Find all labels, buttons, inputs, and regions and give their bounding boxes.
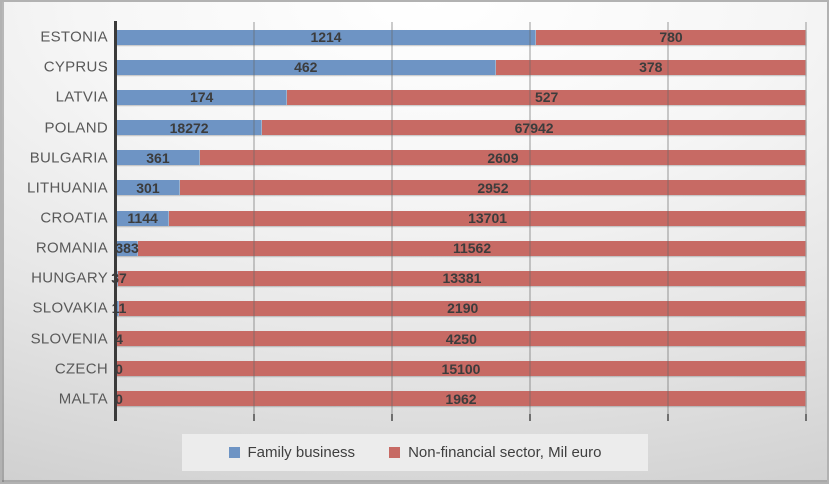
bar-value-label-non-financial: 2190 [447,300,479,317]
legend-item[interactable]: Family business [228,444,356,461]
legend-item[interactable]: Non-financial sector, Mil euro [389,444,601,461]
bar-value-label-family-business: 462 [294,59,318,76]
legend-label: Family business [247,444,356,461]
category-label: ESTONIA [40,28,108,46]
bar-value-label-family-business: 383 [115,240,139,257]
bar-value-label-non-financial: 11562 [452,240,492,257]
axis-tick-mark [253,414,255,421]
bar-segment-family-business[interactable] [116,240,139,256]
gridline [391,22,393,414]
bar-value-label-non-financial: 2952 [477,179,509,196]
bar-segment-non-financial[interactable] [169,210,806,226]
category-axis-line [114,21,117,421]
bar-segment-non-financial[interactable] [536,29,806,45]
bar-segment-non-financial[interactable] [199,150,806,166]
gridline [805,22,807,414]
bar-value-label-family-business: 361 [146,149,170,166]
gridline [253,22,255,414]
bar-value-label-non-financial: 2609 [487,149,519,166]
bar-value-label-family-business: 4 [115,330,123,347]
bar-segment-non-financial[interactable] [179,180,806,196]
category-label: SLOVENIA [30,330,108,348]
bar-value-label-family-business: 301 [136,179,160,196]
bar-segment-non-financial[interactable] [117,270,806,286]
bar-value-label-family-business: 0 [115,360,123,377]
bar-segment-family-business[interactable] [116,59,496,75]
bar-value-label-family-business: 174 [189,89,214,106]
category-label: LATVIA [55,88,108,106]
bar-value-label-non-financial: 1962 [445,390,477,407]
bar-value-label-non-financial: 15100 [441,360,481,377]
bar-segment-non-financial[interactable] [287,89,806,105]
bar-segment-family-business[interactable] [116,150,200,166]
bar-segment-family-business[interactable] [116,300,120,316]
bar-segment-family-business[interactable] [116,210,170,226]
axis-tick-mark [805,414,807,421]
category-label: SLOVAKIA [32,299,108,317]
gridline [529,22,531,414]
bar-value-label-family-business: 1214 [310,29,342,46]
legend-swatch-icon [228,447,240,458]
bar-segment-non-financial[interactable] [116,331,806,347]
bar-value-label-family-business: 0 [115,390,123,407]
bar-value-label-non-financial: 780 [659,29,683,46]
bar-value-label-non-financial: 4250 [445,330,477,347]
bar-segment-family-business[interactable] [116,89,288,105]
bar-segment-family-business[interactable] [116,180,180,196]
category-label: CZECH [54,360,108,378]
bar-segment-non-financial[interactable] [262,120,806,136]
category-label: MALTA [58,390,108,408]
bar-value-label-non-financial: 13381 [442,270,482,287]
gridline [667,22,669,414]
category-label: BULGARIA [29,149,108,167]
bar-segment-non-financial[interactable] [495,59,806,75]
bar-segment-family-business[interactable] [116,29,537,45]
bar-segment-family-business[interactable] [116,120,263,136]
bar-segment-non-financial[interactable] [138,240,806,256]
bar-value-label-family-business: 1144 [127,210,158,226]
category-label: CYPRUS [43,58,108,76]
legend-label: Non-financial sector, Mil euro [408,444,602,461]
legend-swatch-icon [389,447,401,458]
bar-segment-non-financial[interactable] [116,391,806,407]
bar-segment-non-financial[interactable] [116,361,806,377]
category-label: CROATIA [40,209,108,227]
axis-tick-mark [667,414,669,421]
axis-tick-mark [529,414,531,421]
bar-segment-non-financial[interactable] [119,300,806,316]
bar-value-label-non-financial: 13701 [468,210,508,226]
bar-value-label-family-business: 18272 [169,119,209,136]
bar-value-label-non-financial: 378 [639,59,663,76]
category-label: POLAND [44,119,108,137]
axis-tick-mark [391,414,393,421]
legend[interactable]: Family business Non-financial sector, Mil… [182,434,648,471]
bar-value-label-non-financial: 67942 [514,119,554,136]
category-label: ROMANIA [35,239,108,257]
category-label: LITHUANIA [26,179,108,197]
bar-value-label-non-financial: 527 [534,89,559,106]
category-label: HUNGARY [31,269,108,287]
